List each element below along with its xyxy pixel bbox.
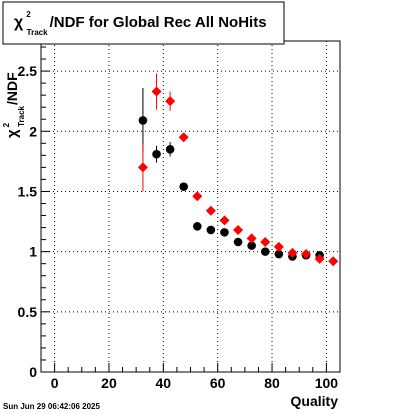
title-box [2, 1, 285, 45]
data-point-diamond [301, 249, 312, 260]
y-axis-title: χ 2 Track/NDF [2, 72, 26, 138]
data-point-diamond [233, 224, 244, 235]
data-point-diamond [260, 237, 271, 248]
data-point-diamond [328, 256, 339, 267]
date-stamp: Sun Jun 29 06:42:06 2025 [3, 402, 100, 411]
title-symbol: χ [14, 14, 24, 31]
x-axis-title: Quality [291, 393, 339, 409]
y-title-rest: /NDF [4, 72, 20, 105]
y-tick-label: 0.5 [18, 304, 38, 320]
data-point-diamond [273, 241, 284, 252]
data-point-diamond [178, 132, 189, 143]
series-0 [138, 87, 324, 261]
title-sup: 2 [26, 10, 31, 19]
y-title-symbol: χ [4, 129, 21, 138]
y-tick-label: 2 [29, 123, 37, 139]
y-tick-label: 0 [29, 364, 37, 380]
data-point-circle [138, 116, 148, 125]
data-point-circle [179, 182, 189, 191]
x-tick-label: 100 [315, 375, 339, 391]
x-tick-label: 20 [101, 375, 117, 391]
data-point-circle [233, 237, 243, 247]
y-title-sub: Track [17, 105, 26, 126]
data-point-circle [152, 149, 161, 159]
x-tick-label: 0 [51, 375, 59, 391]
data-point-diamond [246, 233, 257, 244]
data-point-circle [206, 225, 216, 235]
x-tick-label: 80 [264, 375, 280, 391]
data-point-diamond [287, 247, 298, 258]
data-point-circle [274, 249, 284, 259]
title-rest: /NDF for Global Rec All NoHits [50, 14, 267, 31]
x-tick-label: 60 [210, 375, 226, 391]
y-tick-label: 1 [29, 244, 37, 260]
data-point-circle [260, 247, 270, 256]
data-point-diamond [165, 96, 176, 107]
data-point-circle [247, 241, 256, 250]
data-point-circle [192, 222, 202, 231]
data-point-diamond [137, 162, 148, 173]
data-point-diamond [314, 253, 325, 264]
data-point-circle [220, 228, 229, 237]
data-point-diamond [219, 215, 230, 226]
x-tick-label: 40 [156, 375, 172, 391]
plot-frame [40, 40, 341, 373]
title-sub: Track [27, 28, 48, 37]
series-1 [137, 73, 339, 267]
data-point-circle [165, 145, 175, 154]
data-layer [137, 73, 339, 267]
y-tick-label: 2.5 [18, 63, 38, 79]
data-point-diamond [192, 191, 203, 202]
tick-layer: 0 20 40 60 80 100 0 0.5 1 1.5 2 2.5 [18, 46, 339, 391]
y-tick-label: 1.5 [18, 183, 38, 199]
y-title-sup: 2 [2, 122, 11, 127]
chart-title: χ 2 Track/NDF for Global Rec All NoHits [14, 10, 267, 37]
data-point-diamond [151, 86, 162, 97]
data-point-diamond [205, 205, 216, 216]
